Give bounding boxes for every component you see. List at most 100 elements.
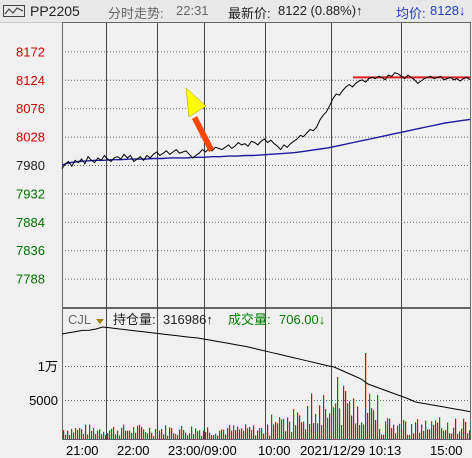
volume-bar — [243, 430, 245, 439]
volume-bar — [219, 430, 221, 439]
volume-bar — [267, 424, 269, 439]
volume-bar — [191, 426, 193, 439]
volume-bar — [385, 421, 387, 439]
symbol-code: PP2205 — [30, 3, 80, 19]
volume-bar — [95, 433, 97, 439]
volume-bar — [411, 424, 413, 439]
volume-bar — [165, 425, 167, 439]
volume-bar — [339, 408, 341, 439]
volume-bar — [109, 430, 111, 439]
volume-bar — [277, 423, 279, 439]
volume-bar — [245, 424, 247, 439]
volume-bar — [205, 431, 207, 439]
volume-bar — [129, 430, 131, 439]
volume-bar — [287, 417, 289, 439]
volume-bar — [101, 434, 103, 439]
time-tick-1000: 10:00 — [258, 443, 291, 458]
volume-bar — [153, 435, 155, 439]
volume-bar — [85, 424, 87, 439]
volume-bar — [199, 430, 201, 439]
volume-bar — [423, 430, 425, 439]
latest-price-value: 8122 (0.88%)↑ — [278, 3, 363, 18]
chevron-down-icon[interactable] — [96, 319, 104, 324]
volume-bar — [313, 423, 315, 439]
volume-bar — [363, 424, 365, 439]
price-axis: 8172 8124 8076 8028 7980 7932 7884 7836 7788 — [16, 44, 45, 286]
volume-bar — [387, 418, 389, 439]
volume-bar — [429, 429, 431, 439]
intraday-chart[interactable]: 8172 8124 8076 8028 7980 7932 7884 7836 7788 CJL… — [0, 22, 472, 458]
volume-bar — [273, 424, 275, 439]
volume-bar — [193, 434, 195, 439]
cjl-label[interactable]: CJL — [68, 312, 91, 327]
volume-bar — [203, 430, 205, 439]
volume-bar — [183, 430, 185, 439]
volume-bar — [333, 407, 335, 439]
volume-bar — [449, 433, 451, 439]
volume-bar — [271, 414, 273, 439]
volume-bar — [227, 428, 229, 439]
volume-bar — [259, 428, 261, 439]
volume-bar — [155, 428, 157, 439]
time-axis: 21:00 22:00 23:00/09:00 10:00 2021/12/29… — [66, 443, 463, 458]
volume-bar — [119, 435, 121, 439]
volume-bar — [295, 425, 297, 439]
volume-bar — [189, 433, 191, 439]
volume-bar — [179, 429, 181, 439]
volume-bar — [395, 433, 397, 439]
volume-bar — [401, 430, 403, 439]
volume-bar — [171, 428, 173, 439]
volume-bar — [115, 434, 117, 439]
volume-bar — [159, 430, 161, 439]
open-interest-line — [61, 326, 471, 413]
avg-price-label: 均价: — [396, 6, 426, 21]
volume-bar — [141, 427, 143, 439]
volume-bar — [341, 425, 343, 439]
volume-bar — [181, 425, 183, 439]
volume-bar — [451, 433, 453, 439]
volume-bar — [379, 428, 381, 439]
volume-bar — [321, 425, 323, 439]
volume-bar — [177, 435, 179, 439]
volume-bar — [353, 398, 355, 439]
volume-bar — [239, 429, 241, 439]
volume-bar — [317, 423, 319, 439]
volume-bar — [143, 429, 145, 439]
time-tick-1500: 15:00 — [430, 443, 463, 458]
volume-bar — [157, 434, 159, 439]
volume-bar — [145, 432, 147, 439]
volume-bar — [257, 430, 259, 439]
volume-bar — [307, 405, 309, 439]
volume-bar — [467, 433, 469, 439]
volume-bar — [279, 417, 281, 439]
price-axis-label: 8028 — [16, 130, 45, 145]
volume-bar — [421, 424, 423, 439]
vertical-grid — [106, 23, 402, 439]
volume-bar — [269, 435, 271, 439]
line-chart-icon[interactable] — [3, 5, 25, 17]
volume-bar — [77, 430, 79, 439]
volume-bar — [107, 433, 109, 439]
volume-bar — [289, 421, 291, 439]
volume-bar — [127, 430, 129, 439]
volume-bar — [399, 423, 401, 439]
volume-bar — [325, 409, 327, 439]
volume-panel-frame — [62, 308, 471, 440]
volume-axis-label-5000: 5000 — [29, 393, 58, 408]
volume-bar — [151, 432, 153, 439]
volume-bar — [347, 403, 349, 439]
time-tick-2100: 21:00 — [66, 443, 99, 458]
volume-bar — [349, 401, 351, 439]
volume-bar — [397, 425, 399, 439]
volume-bar — [251, 429, 253, 439]
volume-bar — [337, 377, 339, 439]
volume-bar — [113, 426, 115, 439]
chart-header: PP2205 分时走势: 22:31 最新价: 8122 (0.88%)↑ 均价… — [0, 0, 472, 23]
price-axis-label: 7884 — [16, 215, 45, 230]
volume-bar — [291, 432, 293, 439]
volume-bar — [233, 425, 235, 439]
volume-bar — [187, 435, 189, 439]
volume-bar — [283, 418, 285, 439]
avg-price-value: 8128↓ — [430, 3, 466, 18]
volume-bar — [65, 434, 67, 439]
